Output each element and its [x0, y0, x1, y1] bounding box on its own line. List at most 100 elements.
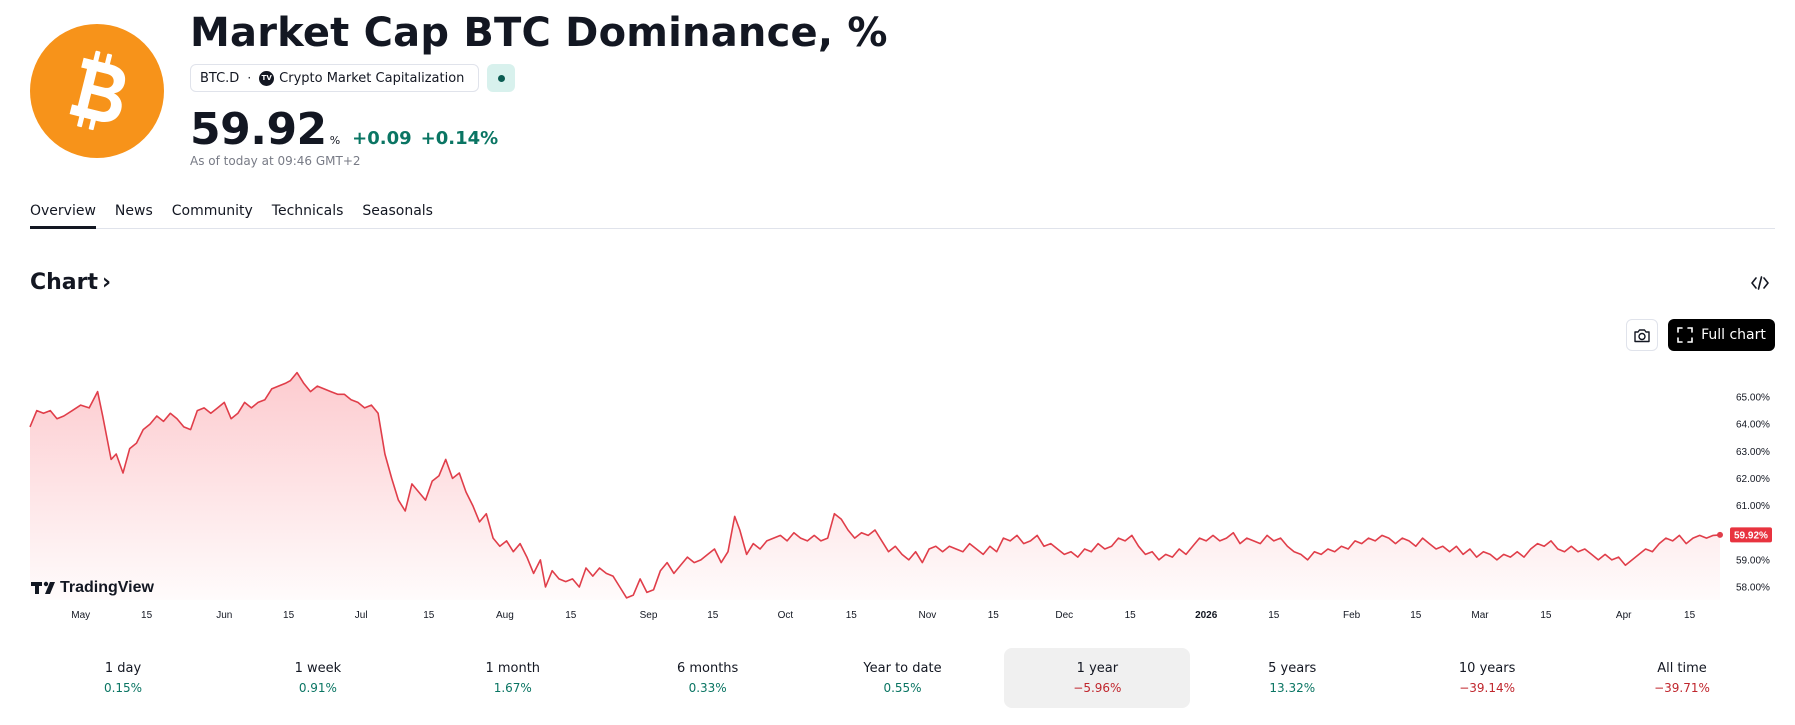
period-change: 1.67% — [493, 681, 532, 695]
bitcoin-icon — [69, 50, 126, 131]
x-tick-label: 15 — [565, 610, 577, 621]
x-tick-label: Aug — [496, 610, 514, 621]
price-change-percent: +0.14% — [420, 128, 499, 149]
symbol-chip[interactable]: BTC.D · TV Crypto Market Capitalization — [190, 64, 480, 92]
chart-series-line — [29, 371, 1721, 599]
tradingview-logo-icon — [31, 581, 55, 594]
period-change: 0.55% — [883, 681, 922, 695]
x-tick-label: 15 — [423, 610, 435, 621]
period-label: Year to date — [863, 661, 942, 676]
x-tick-label: 15 — [283, 610, 295, 621]
full-chart-label: Full chart — [1701, 327, 1766, 343]
market-status-badge[interactable] — [487, 64, 516, 92]
x-tick-label: May — [71, 610, 90, 621]
x-tick-label: 15 — [1410, 610, 1422, 621]
period-year-to-date[interactable]: Year to date 0.55% — [810, 648, 996, 708]
separator: · — [247, 71, 252, 85]
period-change: 0.33% — [688, 681, 727, 695]
full-chart-button[interactable]: Full chart — [1668, 319, 1775, 351]
y-axis: 65.00%64.00%63.00%62.00%61.00%60.00%59.0… — [1736, 393, 1770, 594]
symbol-chips: BTC.D · TV Crypto Market Capitalization — [190, 64, 516, 92]
snapshot-button[interactable] — [1626, 319, 1658, 351]
x-tick-label: 15 — [1268, 610, 1280, 621]
bitcoin-logo — [30, 24, 164, 158]
y-tick-label: 61.00% — [1736, 501, 1770, 512]
period-change: 13.32% — [1269, 681, 1316, 695]
embed-code-button[interactable] — [1748, 272, 1772, 294]
symbol-label: BTC.D — [200, 70, 240, 86]
period-all-time[interactable]: All time −39.71% — [1589, 648, 1775, 708]
x-tick-label: 15 — [1540, 610, 1552, 621]
x-tick-label: 15 — [988, 610, 1000, 621]
x-tick-label: Apr — [1616, 610, 1632, 621]
x-tick-label: Oct — [778, 610, 794, 621]
period-label: 6 months — [676, 661, 739, 676]
x-tick-label: 15 — [141, 610, 153, 621]
period-change: −5.96% — [1073, 681, 1122, 695]
period-change: −39.14% — [1459, 681, 1516, 695]
tab-technicals[interactable]: Technicals — [271, 203, 344, 219]
y-tick-label: 62.00% — [1736, 474, 1770, 485]
y-tick-label: 58.00% — [1736, 583, 1770, 594]
period-label: 5 years — [1268, 661, 1317, 676]
price-change: +0.09 — [352, 128, 412, 149]
period-change: 0.15% — [103, 681, 143, 695]
last-value-marker: 59.92% — [1717, 527, 1772, 543]
price-quote: 59.92 % +0.09 +0.14% — [190, 104, 507, 155]
y-tick-label: 65.00% — [1736, 393, 1770, 404]
period-change: −39.71% — [1654, 681, 1710, 695]
price-unit: % — [329, 134, 341, 147]
x-tick-label: Jun — [216, 610, 232, 621]
chevron-right-icon: › — [102, 270, 112, 295]
chart-heading-label: Chart — [30, 270, 99, 295]
period-6-months[interactable]: 6 months 0.33% — [615, 648, 801, 708]
period-label: 1 year — [1076, 661, 1119, 676]
price-value: 59.92 — [190, 104, 327, 155]
source-label: Crypto Market Capitalization — [279, 70, 465, 86]
chart-area-fill — [30, 372, 1720, 600]
x-tick-label: 2026 — [1195, 610, 1218, 621]
camera-icon — [1634, 328, 1650, 342]
period-1-day[interactable]: 1 day 0.15% — [30, 648, 216, 708]
tradingview-badge-icon: TV — [259, 70, 275, 86]
period-change: 0.91% — [298, 681, 337, 695]
period-10-years[interactable]: 10 years −39.14% — [1394, 648, 1580, 708]
watermark-text: TradingView — [60, 579, 155, 596]
y-tick-label: 59.00% — [1736, 555, 1770, 566]
tab-community[interactable]: Community — [171, 203, 253, 219]
period-label: 1 day — [104, 661, 142, 676]
last-value-label-bg — [1730, 527, 1772, 543]
x-tick-label: Nov — [919, 610, 937, 621]
x-axis: May 15 Jun 15 Jul 15 Aug 15 Sep 15 Oct 15 Nov 15 Dec 15… — [71, 610, 1695, 621]
chart-heading-link[interactable]: Chart › — [30, 270, 111, 295]
tradingview-watermark: TradingView — [31, 579, 155, 596]
section-tabs: Overview News Community Technicals Seaso… — [30, 203, 1775, 229]
period-5-years[interactable]: 5 years 13.32% — [1199, 648, 1385, 708]
period-label: 1 month — [485, 661, 541, 676]
tab-seasonals[interactable]: Seasonals — [362, 203, 433, 219]
period-1-week[interactable]: 1 week 0.91% — [225, 648, 411, 708]
period-label: 1 week — [294, 661, 342, 676]
tab-news[interactable]: News — [114, 203, 153, 219]
price-chart[interactable]: 65.00%64.00%63.00%62.00%61.00%60.00%59.0… — [0, 360, 1795, 630]
page-title: Market Cap BTC Dominance, % — [190, 10, 888, 56]
period-1-year[interactable]: 1 year −5.96% — [1004, 648, 1191, 708]
period-1-month[interactable]: 1 month 1.67% — [420, 648, 606, 708]
last-value-label: 59.92% — [1734, 530, 1768, 541]
status-dot-icon — [497, 74, 505, 82]
code-icon — [1751, 276, 1769, 290]
x-tick-label: 15 — [707, 610, 719, 621]
as-of-timestamp: As of today at 09:46 GMT+2 — [190, 154, 361, 168]
tab-overview[interactable]: Overview — [30, 203, 96, 229]
last-point — [1717, 531, 1723, 538]
x-tick-label: Mar — [1471, 610, 1489, 621]
fullscreen-icon — [1677, 327, 1693, 343]
x-tick-label: 15 — [1684, 610, 1696, 621]
x-tick-label: 15 — [846, 610, 858, 621]
x-tick-label: Feb — [1343, 610, 1361, 621]
x-tick-label: Sep — [640, 610, 658, 621]
x-tick-label: Dec — [1055, 610, 1073, 621]
y-tick-label: 63.00% — [1736, 447, 1770, 458]
x-tick-label: 15 — [1125, 610, 1137, 621]
period-label: 10 years — [1458, 661, 1516, 676]
